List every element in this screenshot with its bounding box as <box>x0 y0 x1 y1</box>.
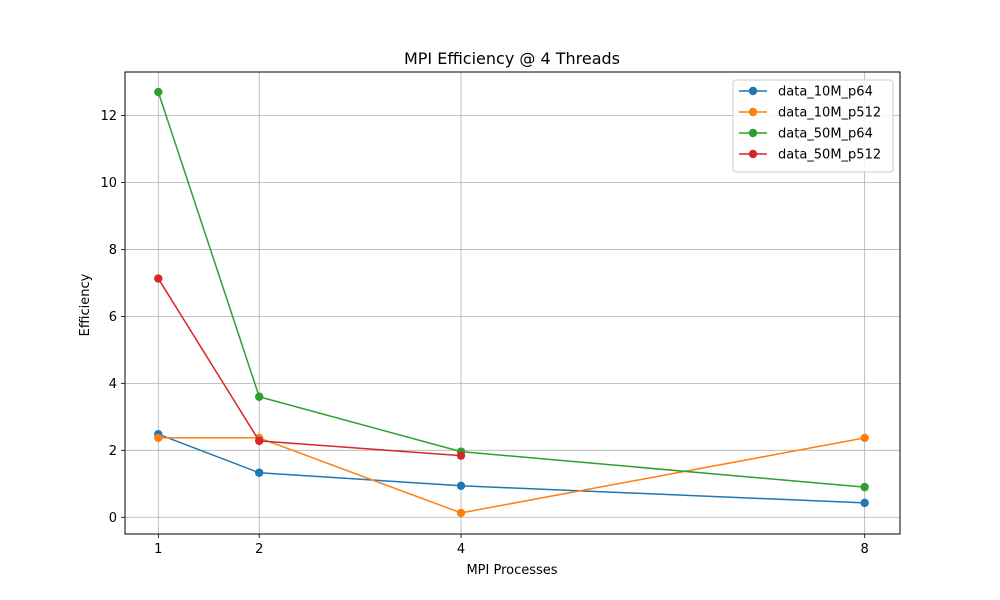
plot-area-frame <box>124 71 901 535</box>
series-data_50M_p64 <box>154 87 869 492</box>
chart-title: MPI Efficiency @ 4 Threads <box>404 49 620 68</box>
legend-marker <box>748 149 758 159</box>
x-tick-label: 2 <box>255 542 263 557</box>
x-tick-label: 8 <box>861 542 869 557</box>
legend-item: data_50M_p64 <box>739 127 873 142</box>
series-line <box>158 437 865 514</box>
y-tick-label: 8 <box>109 243 117 258</box>
series-line <box>158 433 865 504</box>
legend-marker <box>748 128 758 138</box>
data-point <box>456 451 466 460</box>
data-point <box>456 481 466 490</box>
y-tick-label: 12 <box>100 109 117 124</box>
data-point <box>860 498 869 508</box>
x-axis-label: MPI Processes <box>466 563 557 578</box>
data-point <box>860 482 869 492</box>
data-point <box>255 468 264 477</box>
legend-label: data_10M_p512 <box>778 106 881 121</box>
series-layer <box>154 87 869 518</box>
data-point <box>154 87 163 97</box>
legend-label: data_10M_p64 <box>778 85 873 100</box>
data-point <box>860 433 869 443</box>
y-tick-label: 0 <box>109 511 117 526</box>
data-point <box>154 433 163 443</box>
series-data_50M_p512 <box>154 274 466 460</box>
y-tick-label: 2 <box>109 444 117 459</box>
legend-label: data_50M_p64 <box>778 127 873 142</box>
legend-marker <box>748 86 758 96</box>
series-line <box>157 278 462 457</box>
legend-label: data_50M_p512 <box>778 148 881 163</box>
data-point <box>154 274 163 283</box>
legend-marker <box>748 107 758 117</box>
data-point <box>255 436 264 446</box>
legend-box <box>732 79 894 173</box>
legend: data_10M_p64 data_10M_p512 data_50M_p64dat… <box>732 79 894 173</box>
data-point <box>255 392 264 401</box>
series-line <box>157 91 865 488</box>
legend-item: data_10M_p64 <box>739 85 873 100</box>
legend-item: data_10M_p512 <box>739 106 881 121</box>
x-tick-label: 1 <box>154 542 162 557</box>
data-point <box>456 508 466 518</box>
y-tick-label: 4 <box>109 377 117 392</box>
y-tick-label: 10 <box>100 176 117 191</box>
y-axis-label: Efficiency <box>78 273 93 336</box>
y-tick-label: 6 <box>109 310 117 325</box>
x-tick-label: 4 <box>457 542 465 557</box>
legend-item: data_50M_p512 <box>739 148 881 163</box>
